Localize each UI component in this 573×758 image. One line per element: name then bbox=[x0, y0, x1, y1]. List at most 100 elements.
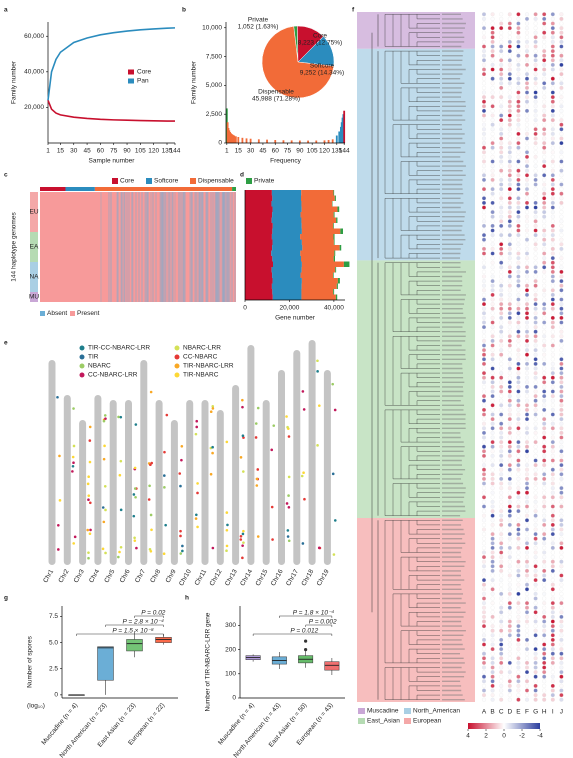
heat-cell bbox=[559, 449, 564, 454]
heat-cell bbox=[533, 375, 538, 380]
heat-cell bbox=[499, 440, 504, 445]
heat-cell bbox=[482, 619, 487, 624]
legend-swatch bbox=[40, 311, 45, 316]
heat-cell bbox=[524, 504, 529, 509]
heat-cell bbox=[542, 191, 547, 196]
heat-cell bbox=[482, 26, 487, 31]
heat-cell bbox=[524, 85, 529, 90]
heat-cell bbox=[533, 233, 538, 238]
heat-cell bbox=[507, 256, 512, 261]
heat-cell bbox=[550, 481, 555, 486]
gene-cluster bbox=[163, 486, 166, 489]
heat-cell bbox=[524, 214, 529, 219]
heat-cell bbox=[542, 642, 547, 647]
heat-cell bbox=[533, 647, 538, 652]
heat-cell bbox=[533, 329, 538, 334]
heat-cell bbox=[516, 283, 521, 288]
heat-cell bbox=[542, 403, 547, 408]
chromosome-label: Chr1 bbox=[42, 568, 55, 584]
heat-cell bbox=[542, 131, 547, 136]
heat-cell bbox=[516, 154, 521, 159]
heat-cell bbox=[499, 591, 504, 596]
heat-cell bbox=[533, 403, 538, 408]
heat-cell bbox=[533, 656, 538, 661]
gene-cluster bbox=[163, 474, 166, 477]
heat-cell bbox=[533, 256, 538, 261]
heat-cell bbox=[533, 131, 538, 136]
heat-cell bbox=[524, 412, 529, 417]
heat-cell bbox=[524, 601, 529, 606]
heat-cell bbox=[524, 279, 529, 284]
heat-cell bbox=[490, 495, 495, 500]
heat-cell bbox=[550, 573, 555, 578]
heat-cell bbox=[490, 274, 495, 279]
chromosome-label: Chr4 bbox=[88, 568, 101, 584]
heat-cell bbox=[516, 12, 521, 17]
heat-cell bbox=[550, 601, 555, 606]
heat-cell bbox=[550, 306, 555, 311]
y-axis-label: 144 haplotype genomes bbox=[11, 212, 18, 282]
heat-cell bbox=[482, 44, 487, 49]
heat-cell bbox=[559, 26, 564, 31]
bar-segment bbox=[333, 272, 334, 278]
heat-cell bbox=[550, 288, 555, 293]
heat-cell bbox=[524, 532, 529, 537]
heat-cell bbox=[542, 371, 547, 376]
heat-cell bbox=[542, 490, 547, 495]
column-label: B bbox=[490, 709, 494, 716]
heat-cell bbox=[524, 113, 529, 118]
heat-cell bbox=[507, 513, 512, 518]
heat-cell bbox=[542, 210, 547, 215]
heat-cell bbox=[524, 366, 529, 371]
heat-cell bbox=[490, 122, 495, 127]
heat-cell bbox=[490, 292, 495, 297]
heat-cell bbox=[550, 108, 555, 113]
bar-segment bbox=[272, 206, 302, 212]
heat-cell bbox=[533, 440, 538, 445]
heat-cell bbox=[524, 81, 529, 86]
gene-cluster bbox=[89, 501, 92, 505]
heat-cell bbox=[550, 320, 555, 325]
heat-cell bbox=[516, 660, 521, 665]
heat-cell bbox=[516, 39, 521, 44]
heat-cell bbox=[482, 504, 487, 509]
heat-cell bbox=[559, 522, 564, 527]
heat-cell bbox=[533, 127, 538, 132]
heat-cell bbox=[542, 136, 547, 141]
heat-cell bbox=[516, 619, 521, 624]
heat-cell bbox=[482, 426, 487, 431]
gene-cluster bbox=[287, 494, 290, 497]
heat-cell bbox=[559, 329, 564, 334]
heat-cell bbox=[542, 573, 547, 578]
gene-cluster bbox=[149, 463, 152, 467]
heat-cell bbox=[482, 380, 487, 385]
heat-cell bbox=[524, 633, 529, 638]
heat-cell bbox=[490, 490, 495, 495]
gene-cluster bbox=[302, 408, 306, 411]
heat-cell bbox=[482, 214, 487, 219]
heat-cell bbox=[559, 279, 564, 284]
heat-cell bbox=[524, 90, 529, 95]
heat-cell bbox=[490, 315, 495, 320]
heat-cell bbox=[550, 265, 555, 270]
heat-cell bbox=[482, 338, 487, 343]
heat-cell bbox=[507, 265, 512, 270]
heat-cell bbox=[550, 651, 555, 656]
gene-cluster bbox=[88, 532, 92, 536]
x-tick-label: 15 bbox=[235, 148, 243, 155]
chromosome-label: Chr13 bbox=[224, 568, 239, 587]
heat-cell bbox=[533, 582, 538, 587]
heat-cell bbox=[559, 334, 564, 339]
heat-cell bbox=[516, 306, 521, 311]
gene-cluster bbox=[303, 497, 306, 501]
heat-cell bbox=[482, 412, 487, 417]
gene-cluster bbox=[57, 548, 60, 551]
heat-cell bbox=[542, 325, 547, 330]
bar-segment bbox=[272, 228, 302, 234]
heat-cell bbox=[550, 76, 555, 81]
heat-cell bbox=[507, 509, 512, 514]
heat-cell bbox=[533, 384, 538, 389]
heat-cell bbox=[533, 168, 538, 173]
heat-cell bbox=[533, 541, 538, 546]
bar-segment bbox=[301, 190, 334, 196]
